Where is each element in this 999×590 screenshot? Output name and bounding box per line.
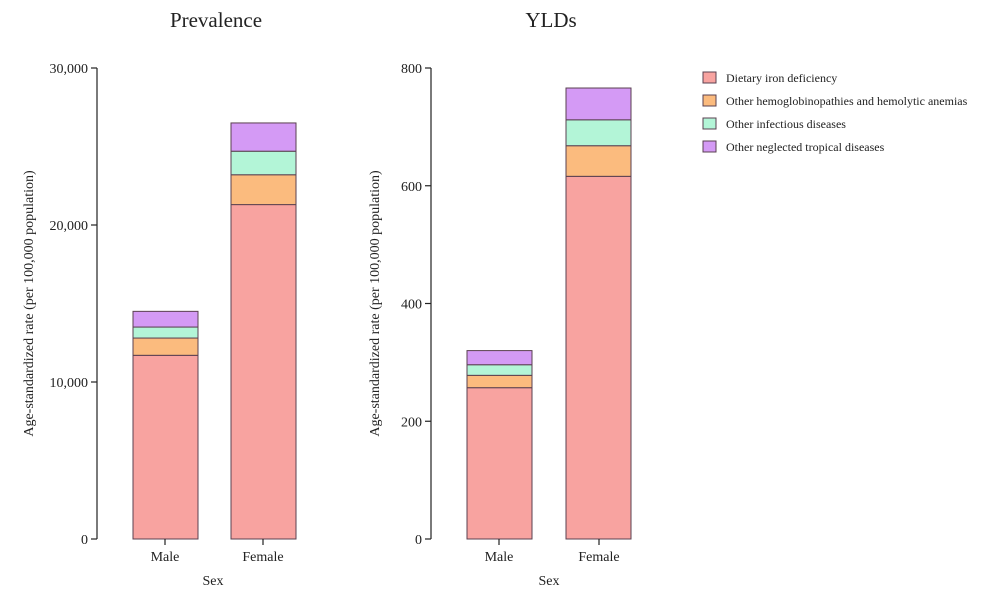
bar-female-other-neglected-tropical-diseases (230, 122, 297, 152)
chart-title: Prevalence (170, 8, 262, 32)
y-tick-label: 30,000 (50, 62, 89, 77)
y-tick-label: 200 (401, 415, 422, 430)
y-tick-label: 0 (81, 533, 88, 548)
legend-swatch-other-neglected-tropical-diseases (702, 140, 717, 153)
y-tick-label: 0 (415, 533, 422, 548)
x-tick-label: Male (485, 550, 514, 565)
y-tick-label: 20,000 (50, 219, 89, 234)
x-tick-label: Female (578, 550, 619, 565)
legend-label-other-neglected-tropical-diseases: Other neglected tropical diseases (726, 140, 885, 154)
bar-male-other-hemoglobinopathies-and-hemolytic-anemias (466, 374, 533, 389)
x-tick-label: Male (151, 550, 180, 565)
bar-female-other-infectious-diseases (565, 119, 632, 147)
bar-male-dietary-iron-deficiency (132, 354, 199, 540)
bar-male-other-infectious-diseases (466, 364, 533, 376)
bar-male-other-neglected-tropical-diseases (466, 350, 533, 366)
y-tick-label: 800 (401, 62, 422, 77)
y-axis-label: Age-standardized rate (per 100,000 popul… (22, 170, 37, 437)
bar-female-dietary-iron-deficiency (565, 175, 632, 540)
bar-female-other-infectious-diseases (230, 150, 297, 176)
y-tick-label: 600 (401, 180, 422, 195)
bar-male-dietary-iron-deficiency (466, 387, 533, 540)
ylds-panel: YLDs 0 200 400 600 800 Age-standardized rate (… (368, 8, 632, 589)
y-axis-label: Age-standardized rate (per 100,000 popul… (368, 170, 383, 437)
x-tick-label: Female (242, 550, 283, 565)
bar-female-other-neglected-tropical-diseases (565, 87, 632, 121)
x-axis-label: Sex (539, 574, 560, 589)
legend-swatch-other-hemoglobinopathies-and-hemolytic-anemias (702, 94, 717, 107)
legend-swatch-dietary-iron-deficiency (702, 71, 717, 84)
legend-label-dietary-iron-deficiency: Dietary iron deficiency (726, 71, 837, 85)
bar-male-other-infectious-diseases (132, 326, 199, 339)
x-axis-label: Sex (203, 574, 224, 589)
prevalence-panel: Prevalence 0 10,000 20,000 30,000 Age-standar… (22, 8, 297, 589)
bar-female-other-hemoglobinopathies-and-hemolytic-anemias (565, 145, 632, 177)
chart-title: YLDs (525, 8, 576, 32)
y-tick-label: 10,000 (50, 376, 89, 391)
bar-male-other-neglected-tropical-diseases (132, 310, 199, 328)
legend-label-other-infectious-diseases: Other infectious diseases (726, 117, 846, 131)
bar-male-other-hemoglobinopathies-and-hemolytic-anemias (132, 337, 199, 356)
legend-swatch-other-infectious-diseases (702, 117, 717, 130)
legend-label-other-hemoglobinopathies-and-hemolytic-anemias: Other hemoglobinopathies and hemolytic a… (726, 94, 968, 108)
bar-female-dietary-iron-deficiency (230, 204, 297, 540)
y-tick-label: 400 (401, 298, 422, 313)
bar-female-other-hemoglobinopathies-and-hemolytic-anemias (230, 174, 297, 206)
legend: Dietary iron deficiency Other hemoglobino… (702, 71, 968, 154)
